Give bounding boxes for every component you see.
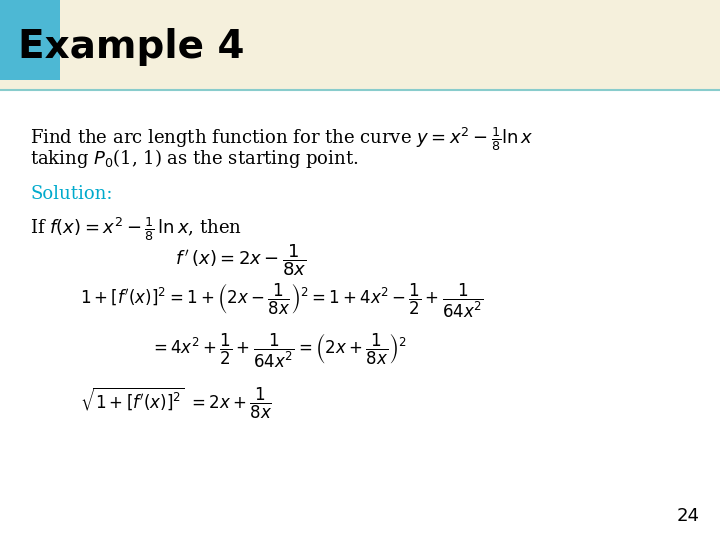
- Text: Find the arc length function for the curve $y = x^2 - \frac{1}{8}\ln x$: Find the arc length function for the cur…: [30, 125, 534, 153]
- Text: 24: 24: [677, 507, 700, 525]
- FancyBboxPatch shape: [0, 0, 720, 90]
- Text: $f\,'\,(x) = 2x - \dfrac{1}{8x}$: $f\,'\,(x) = 2x - \dfrac{1}{8x}$: [175, 242, 307, 278]
- Text: Solution:: Solution:: [30, 185, 112, 203]
- Text: If $f(x) = x^2 - \frac{1}{8}\,\ln x$, then: If $f(x) = x^2 - \frac{1}{8}\,\ln x$, th…: [30, 215, 242, 243]
- Text: $\sqrt{1 + [f'(x)]^2} \ = 2x + \dfrac{1}{8x}$: $\sqrt{1 + [f'(x)]^2} \ = 2x + \dfrac{1}…: [80, 385, 272, 421]
- FancyBboxPatch shape: [0, 0, 60, 80]
- Text: $1 + [f'(x)]^2 = 1 + \left(2x - \dfrac{1}{8x}\right)^2 = 1 + 4x^2 - \dfrac{1}{2}: $1 + [f'(x)]^2 = 1 + \left(2x - \dfrac{1…: [80, 282, 484, 320]
- Text: taking $P_0$(1, 1) as the starting point.: taking $P_0$(1, 1) as the starting point…: [30, 147, 359, 170]
- Text: Example 4: Example 4: [18, 28, 245, 66]
- Text: $= 4x^2 + \dfrac{1}{2} + \dfrac{1}{64x^2} = \left(2x + \dfrac{1}{8x}\right)^2$: $= 4x^2 + \dfrac{1}{2} + \dfrac{1}{64x^2…: [150, 332, 406, 370]
